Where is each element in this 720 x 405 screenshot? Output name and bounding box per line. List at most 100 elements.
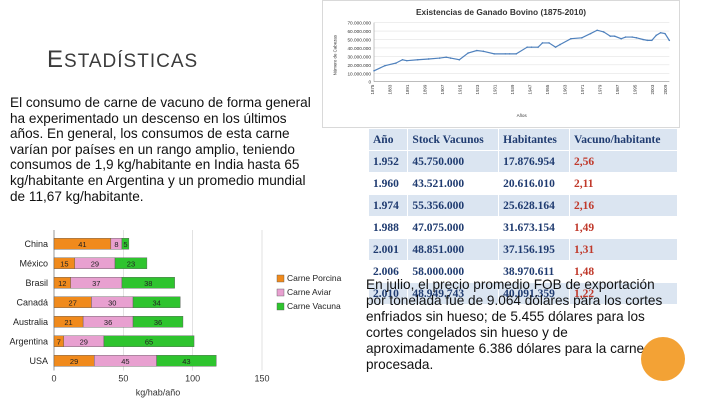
x-tick-label: 1947 [528,84,533,94]
x-tick-label: 1891 [405,84,410,94]
category-label: México [19,258,48,268]
table-cell: 2,11 [569,172,678,195]
y-tick-label: 0 [368,80,371,86]
data-point [427,58,430,60]
data-point [416,58,419,61]
bar-segment [103,335,195,347]
data-point [384,64,386,67]
data-label: 29 [70,357,78,366]
x-tick-label: 1971 [580,84,585,94]
data-point [646,39,649,42]
data-point [508,53,511,55]
table-header-row: Año Stock Vacunos Habitantes Vacuno/habitan… [367,128,678,151]
data-label: 36 [154,318,162,327]
data-point [596,29,598,32]
data-point [438,57,441,59]
meat-consumption-bar-chart: 0 50 100 150 kg/hab/año China 41 8 5 México 15 29 23… [9,230,342,398]
data-point [620,37,622,40]
legend-label: Carne Porcina [287,273,342,283]
table-row: 1.974 55.356.000 25.628.164 2,16 [367,194,678,217]
x-tick-label: 2003 [650,84,655,94]
line-chart-title: Existencias de Ganado Bovino (1875-2010) [416,7,586,17]
x-tick-label: 1883 [388,84,393,94]
x-tick-label: 1923 [475,84,480,94]
table-row: 2.001 48.851.000 37.156.195 1,31 [367,238,678,261]
data-label: 7 [57,337,61,346]
data-point [401,58,404,61]
data-point [602,31,605,33]
data-point [668,39,671,42]
y-tick-label: 60.000.000 [347,29,371,35]
table-cell: 38.970.611 [498,260,570,283]
table-cell: 1,31 [569,238,678,261]
data-label: 29 [91,259,99,268]
legend-swatch [276,288,285,297]
table-cell: 48.851.000 [407,238,500,261]
data-point [476,49,478,52]
data-point [493,53,496,55]
data-label: 45 [121,357,129,366]
data-point [406,59,408,62]
x-tick-label: 1963 [563,84,568,94]
data-label: 30 [108,298,116,307]
data-point [548,42,550,44]
data-label: 8 [114,240,118,249]
data-point [659,31,662,34]
table-cell: 1,48 [569,260,678,283]
data-point [445,56,447,59]
category-label: Brasil [25,278,48,288]
category-label: Australia [13,317,48,327]
table-cell: 1,22 [569,282,678,305]
data-label: 37 [92,279,100,288]
title-rest: STADÍSTICAS [64,51,199,72]
title-initial: E [47,46,65,73]
bar-segment [132,316,184,328]
x-tick-label: 1907 [440,84,445,94]
table-cell: 37.156.195 [498,238,570,261]
x-tick-label: 1915 [458,84,463,94]
table-cell: 1.974 [367,194,409,217]
data-label: 38 [144,279,152,288]
data-point [651,39,653,42]
table-header-cell: Vacuno/habitante [569,128,678,151]
data-point [609,35,612,37]
data-label: 41 [78,240,86,249]
y-tick-label: 50.000.000 [347,38,371,44]
data-point [467,52,469,54]
table-cell: 2,56 [569,150,678,173]
data-point [373,69,375,72]
data-label: 43 [182,357,190,366]
data-point [642,38,644,41]
category-label: USA [29,356,48,366]
legend-label: Carne Aviar [287,287,331,297]
data-point [655,34,657,37]
y-tick-label: 10.000.000 [347,71,371,77]
data-point [526,46,528,48]
table-cell: 58.000.000 [407,260,500,283]
table-header-cell: Habitantes [498,128,570,151]
data-point [635,37,638,39]
table-row: 1.960 43.521.000 20.616.010 2,11 [367,172,678,195]
data-point [664,32,666,35]
legend-label: Carne Vacuna [287,301,341,311]
table-cell: 48.949.743 [407,282,500,305]
data-point [515,53,517,55]
x-tick-label: 100 [185,374,200,384]
bar-segment [132,296,181,308]
x-tick-label: 1939 [510,84,515,94]
x-axis-label: Años [517,113,528,118]
export-price-paragraph: En julio, el precio promedio FOB de expo… [366,277,663,372]
x-tick-label: 2009 [663,84,668,94]
data-point [631,36,633,38]
y-axis-label: Número de Cabezas [333,34,338,75]
data-point [581,37,583,39]
data-point [449,57,452,59]
cattle-stock-table: Año Stock Vacunos Habitantes Vacuno/habitan… [367,128,678,305]
category-label: Argentina [9,336,48,346]
data-point [559,43,561,46]
data-label: 5 [123,240,127,249]
x-tick-label: 1899 [423,84,428,94]
data-label: 23 [127,259,135,268]
data-point [613,35,616,37]
table-cell: 55.356.000 [407,194,500,217]
